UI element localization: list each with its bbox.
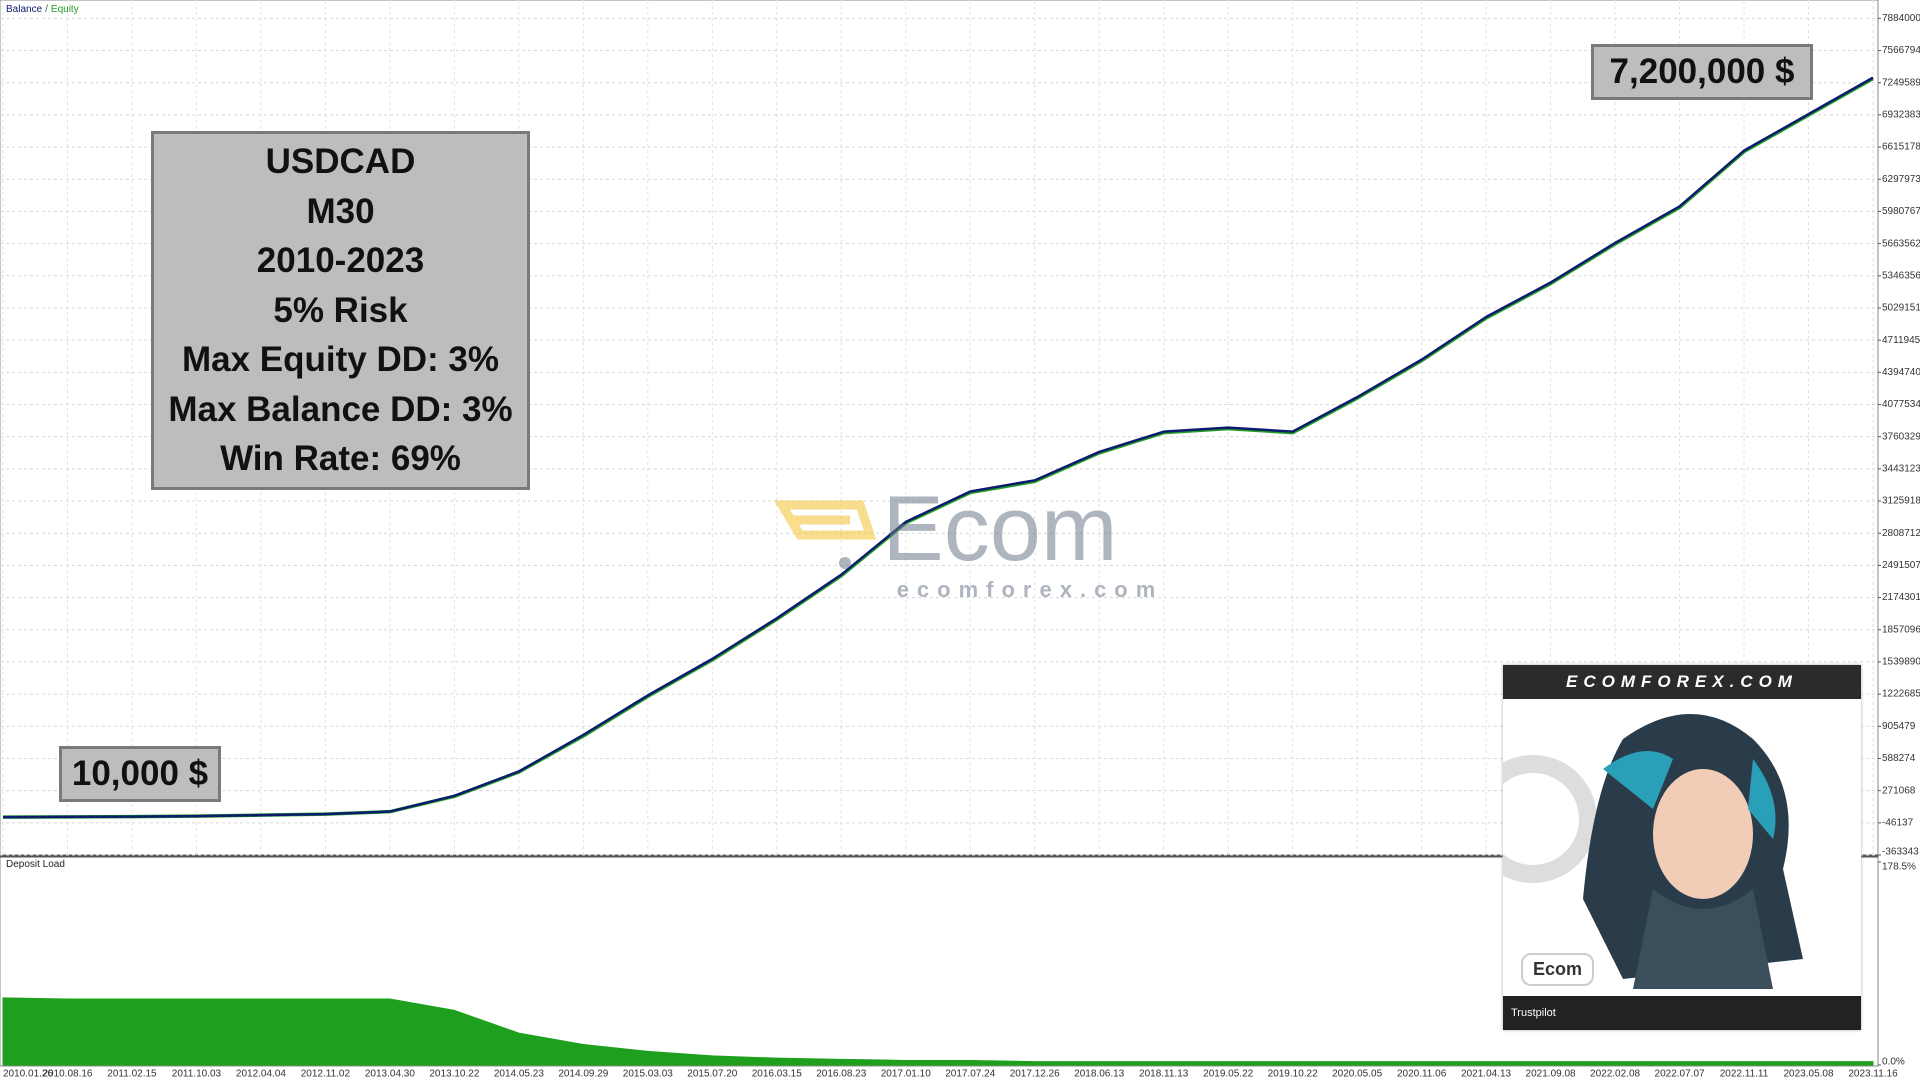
ad-illustration xyxy=(1503,714,1803,989)
y-tick-label: 588274 xyxy=(1882,753,1916,764)
ad-banner: ECOMFOREX.COM xyxy=(1503,665,1861,699)
info-line: USDCAD xyxy=(265,142,416,182)
legend-separator: / xyxy=(45,4,48,15)
y-tick-label: 271068 xyxy=(1882,785,1916,796)
x-tick-label: 2013.10.22 xyxy=(429,1069,479,1080)
x-tick-label: 2014.05.23 xyxy=(494,1069,544,1080)
x-tick-label: 2019.05.22 xyxy=(1203,1069,1253,1080)
info-line: Win Rate: 69% xyxy=(220,439,461,479)
info-line: Max Equity DD: 3% xyxy=(182,340,499,380)
x-tick-label: 2015.07.20 xyxy=(687,1069,737,1080)
x-tick-label: 2017.07.24 xyxy=(945,1069,995,1080)
x-tick-label: 2021.04.13 xyxy=(1461,1069,1511,1080)
ad-review: Trustpilot xyxy=(1511,1007,1556,1019)
x-tick-label: 2016.08.23 xyxy=(816,1069,866,1080)
x-tick-label: 2017.01.10 xyxy=(881,1069,931,1080)
y-tick-label: 7249589 xyxy=(1882,77,1920,88)
y-tick-label: 5980767 xyxy=(1882,206,1920,217)
info-box: USDCAD M30 2010-2023 5% Risk Max Equity DD: … xyxy=(151,131,530,490)
x-tick-label: 2023.05.08 xyxy=(1783,1069,1833,1080)
x-tick-label: 2017.12.26 xyxy=(1010,1069,1060,1080)
y-tick-label: 4077534 xyxy=(1882,399,1920,410)
x-tick-label: 2022.02.08 xyxy=(1590,1069,1640,1080)
y-tick-label: 178.5% xyxy=(1882,862,1916,873)
info-line: 2010-2023 xyxy=(256,241,425,281)
ad-gear xyxy=(1603,751,1776,839)
start-label: 10,000 $ xyxy=(59,746,221,802)
y-tick-label: 5663562 xyxy=(1882,238,1920,249)
watermark-logo: Ecom xyxy=(882,478,1117,580)
y-tick-label: 6297973 xyxy=(1882,174,1920,185)
y-tick-label: 1857096 xyxy=(1882,624,1920,635)
y-tick-label: 4394740 xyxy=(1882,367,1920,378)
watermark-cart xyxy=(774,500,877,540)
y-tick-label: -46137 xyxy=(1882,817,1914,828)
series-line xyxy=(2,76,1874,819)
x-tick-label: 2016.03.15 xyxy=(752,1069,802,1080)
info-line: M30 xyxy=(306,191,375,231)
y-tick-label: 6615178 xyxy=(1882,142,1920,153)
x-tick-label: 2012.04.04 xyxy=(236,1069,286,1080)
y-tick-label: 3443123 xyxy=(1882,463,1920,474)
watermark-wheel xyxy=(839,557,851,569)
ad-footer: Trustpilot xyxy=(1503,996,1861,1030)
legend: Balance / Equity xyxy=(6,4,82,15)
x-tick-label: 2020.11.06 xyxy=(1397,1069,1447,1080)
y-tick-label: 5029151 xyxy=(1882,303,1920,314)
ad-body xyxy=(1633,889,1773,989)
ad-face xyxy=(1653,769,1753,899)
x-tick-label: 2022.07.07 xyxy=(1655,1069,1705,1080)
y-tick-label: -363343 xyxy=(1882,847,1919,858)
x-tick-label: 2022.11.11 xyxy=(1720,1069,1769,1080)
x-tick-label: 2020.05.05 xyxy=(1332,1069,1382,1080)
y-tick-label: 5346356 xyxy=(1882,270,1920,281)
watermark: Ecom ecomforex.com xyxy=(774,478,1164,602)
y-tick-label: 3125918 xyxy=(1882,496,1920,507)
legend-entry: Balance xyxy=(6,4,43,15)
x-tick-label: 2010.08.16 xyxy=(42,1069,92,1080)
subchart-title: Deposit Load xyxy=(6,859,65,870)
y-tick-label: 3760329 xyxy=(1882,431,1920,442)
ad-panel: ECOMFOREX.COM Ecom Trustpilot xyxy=(1503,665,1861,1030)
y-tick-label: 1222685 xyxy=(1882,689,1920,700)
y-tick-label: 6932383 xyxy=(1882,110,1920,121)
y-tick-label: 2808712 xyxy=(1882,528,1920,539)
y-tick-label: 0.0% xyxy=(1882,1057,1905,1068)
x-tick-label: 2023.11.16 xyxy=(1848,1069,1898,1080)
x-tick-label: 2018.11.13 xyxy=(1139,1069,1189,1080)
y-tick-label: 905479 xyxy=(1882,721,1916,732)
x-tick-label: 2021.09.08 xyxy=(1526,1069,1576,1080)
end-label: 7,200,000 $ xyxy=(1591,44,1813,100)
x-tick-label: 2011.02.15 xyxy=(107,1069,157,1080)
y-tick-label: 1539890 xyxy=(1882,657,1920,668)
ad-decor xyxy=(1503,755,1597,883)
deposit-area xyxy=(2,997,1874,1066)
watermark-site: ecomforex.com xyxy=(897,577,1164,602)
y-tick-label: 2174301 xyxy=(1882,592,1920,603)
y-tick-label: 4711945 xyxy=(1882,335,1920,346)
y-tick-label: 7566794 xyxy=(1882,45,1920,56)
x-tick-label: 2011.10.03 xyxy=(172,1069,222,1080)
ad-logo: Ecom xyxy=(1521,953,1595,986)
y-tick-label: 2491507 xyxy=(1882,560,1920,571)
y-tick-label: 7884000 xyxy=(1882,13,1920,24)
x-tick-label: 2018.06.13 xyxy=(1074,1069,1124,1080)
info-line: Max Balance DD: 3% xyxy=(168,389,513,429)
x-tick-label: 2019.10.22 xyxy=(1268,1069,1318,1080)
x-tick-label: 2015.03.03 xyxy=(623,1069,673,1080)
legend-entry: Equity xyxy=(50,4,79,15)
x-tick-label: 2013.04.30 xyxy=(365,1069,415,1080)
info-line: 5% Risk xyxy=(273,290,408,330)
x-tick-label: 2012.11.02 xyxy=(301,1069,351,1080)
x-tick-label: 2014.09.29 xyxy=(558,1069,608,1080)
x-tick-label: 2010.01.26 xyxy=(3,1069,53,1080)
